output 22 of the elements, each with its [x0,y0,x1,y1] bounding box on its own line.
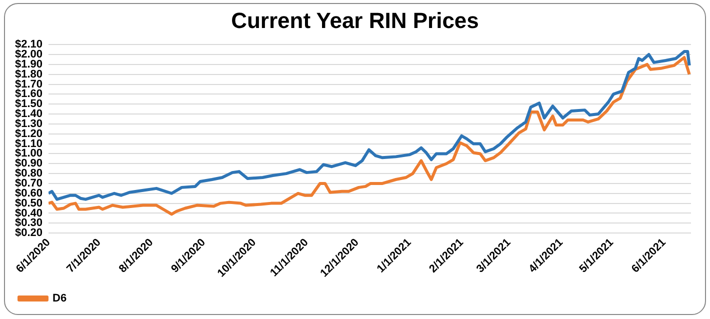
y-tick-label: $1.50 [14,98,43,110]
y-tick-label: $2.10 [14,38,43,51]
y-tick-label: $1.90 [14,58,43,70]
y-tick-label: $2.00 [14,48,43,61]
y-tick-label: $1.00 [14,148,43,160]
y-tick-label: $1.10 [14,138,43,150]
y-tick-label: $1.30 [14,118,43,130]
y-tick-label: $0.90 [14,158,43,170]
y-tick-label: $0.50 [14,197,43,210]
y-tick-label: $0.40 [14,207,43,220]
y-tick-label: $0.30 [14,217,43,230]
legend-label: D6 [52,292,67,305]
y-tick-label: $1.20 [14,128,43,140]
y-tick-label: $0.80 [14,168,43,180]
y-tick-label: $1.70 [14,78,43,90]
y-tick-label: $1.40 [14,108,43,120]
y-tick-label: $0.20 [14,227,43,240]
y-tick-label: $0.60 [14,187,43,200]
y-tick-label: $0.70 [14,178,43,190]
chart-title: Current Year RIN Prices [230,8,480,34]
y-tick-label: $1.60 [14,88,43,100]
y-tick-label: $1.80 [14,68,43,80]
